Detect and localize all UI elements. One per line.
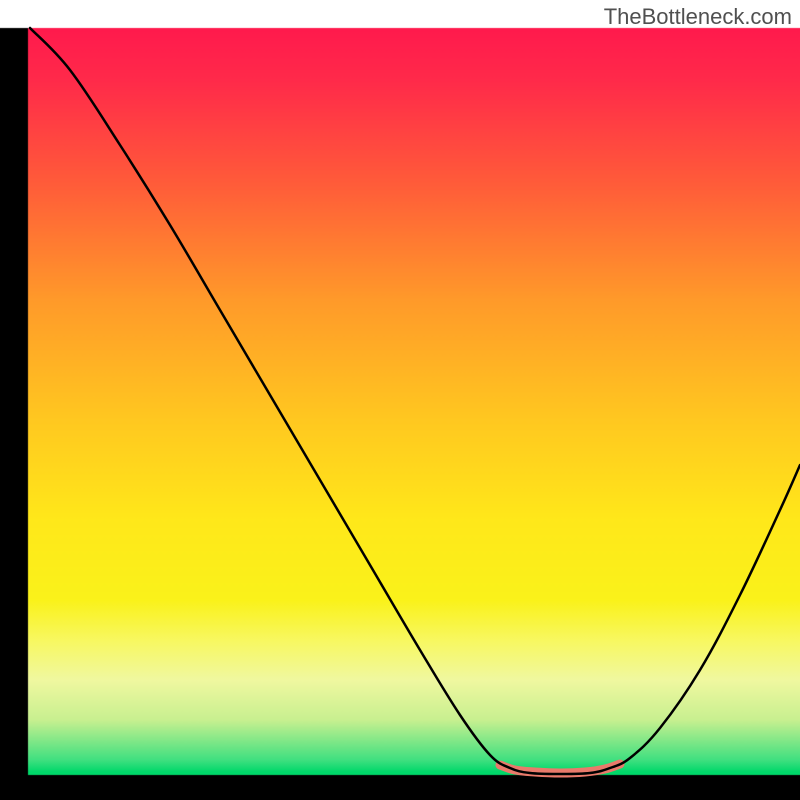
chart-background: [0, 0, 800, 800]
chart-container: TheBottleneck.com: [0, 0, 800, 800]
